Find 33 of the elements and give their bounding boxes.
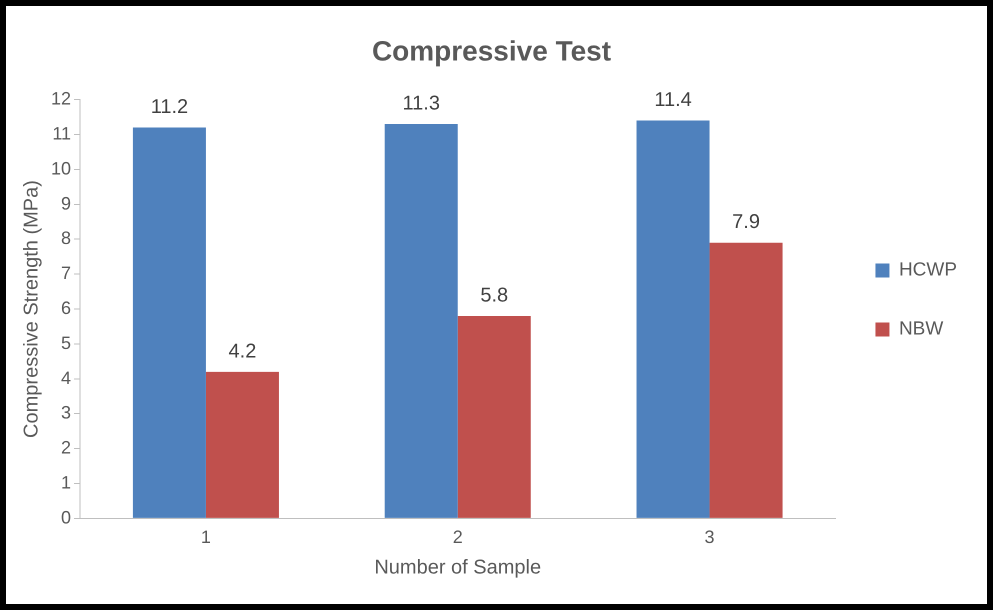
y-tick-label: 0 xyxy=(61,507,72,528)
y-tick-label: 3 xyxy=(61,402,72,423)
bar xyxy=(132,128,206,518)
x-tick-label: 1 xyxy=(200,527,211,548)
chart-title: Compressive Test xyxy=(372,36,612,67)
y-tick-label: 4 xyxy=(61,368,72,388)
y-tick-label: 6 xyxy=(61,298,72,318)
y-tick-label: 8 xyxy=(61,228,72,248)
y-tick-label: 11 xyxy=(52,123,72,144)
x-axis-title: Number of Sample xyxy=(374,556,542,579)
bar xyxy=(206,372,279,518)
legend-label: NBW xyxy=(898,318,944,340)
y-axis-title: Compressive Strength (MPa) xyxy=(20,180,43,438)
y-tick-label: 12 xyxy=(50,88,72,109)
x-tick-label: 2 xyxy=(452,527,463,548)
bar xyxy=(384,124,458,518)
y-tick-label: 1 xyxy=(61,472,72,492)
data-label: 11.3 xyxy=(402,92,440,115)
bar xyxy=(636,120,710,518)
y-tick-label: 9 xyxy=(61,193,72,214)
data-label: 11.4 xyxy=(654,89,692,112)
y-tick-label: 10 xyxy=(50,158,72,178)
data-label: 7.9 xyxy=(732,211,760,234)
y-tick-label: 2 xyxy=(61,438,72,458)
x-tick-label: 3 xyxy=(704,527,715,548)
bar xyxy=(458,316,531,518)
data-label: 11.2 xyxy=(150,96,188,118)
data-label: 5.8 xyxy=(480,284,508,306)
y-tick-label: 5 xyxy=(61,332,72,353)
bar xyxy=(710,242,783,518)
legend-label: HCWP xyxy=(898,260,958,281)
data-label: 4.2 xyxy=(228,340,256,362)
y-tick-label: 7 xyxy=(61,263,72,284)
